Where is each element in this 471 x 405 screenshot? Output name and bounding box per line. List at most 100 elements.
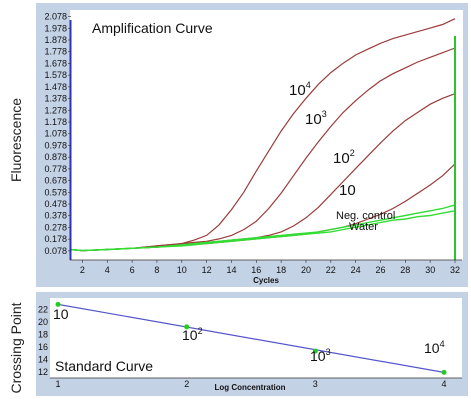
cycle-tick-label: 4 xyxy=(105,265,110,275)
fluorescence-tick-label: 1.978 xyxy=(44,23,67,33)
standard-point-label: 103 xyxy=(310,347,331,364)
standard-fit-line xyxy=(57,303,445,373)
cycle-tick-label: 24 xyxy=(351,265,361,275)
fluorescence-tick-label: 0.078 xyxy=(44,246,67,256)
annotation-base: Neg. control xyxy=(336,210,395,222)
crossing-point-axis-label: Crossing Point xyxy=(8,302,24,393)
cycle-tick-label: 30 xyxy=(425,265,435,275)
cycle-tick-label: 22 xyxy=(326,265,336,275)
annotation-base: 10 xyxy=(339,182,356,199)
cycle-tick-label: 32 xyxy=(450,265,460,275)
amplification-series-1 xyxy=(69,47,456,252)
label-base: 10 xyxy=(424,340,440,356)
fluorescence-tick-label: 0.778 xyxy=(44,164,67,174)
label-base: 10 xyxy=(182,327,198,343)
cycle-tick-label: 8 xyxy=(154,265,159,275)
annotation-base: 10 xyxy=(289,82,306,99)
crossing-point-tick-labels: 12 14 16 18 20 22 xyxy=(38,304,48,376)
annotation-base: 10 xyxy=(305,111,322,128)
fluorescence-tick-label: 1.378 xyxy=(44,94,67,104)
fluorescence-axis-label: Fluorescence xyxy=(8,98,24,182)
log-concentration-tick-label: 4 xyxy=(441,379,446,389)
fluorescence-tick-label: 1.578 xyxy=(44,70,67,80)
annotation-exponent: 3 xyxy=(322,109,327,119)
fluorescence-tick-label: 0.278 xyxy=(44,222,67,232)
crossing-point-tick-label: 20 xyxy=(38,317,48,327)
standard-points xyxy=(55,301,447,375)
fluorescence-tick-label: 0.578 xyxy=(44,187,67,197)
log-concentration-tick-label: 3 xyxy=(313,379,318,389)
standard-curve-title: Standard Curve xyxy=(55,358,153,374)
cycle-tick-label: 20 xyxy=(301,265,311,275)
amplification-plot-area xyxy=(70,10,463,260)
cycle-tick-label: 6 xyxy=(130,265,135,275)
cycle-tick-label: 18 xyxy=(276,265,286,275)
log-concentration-axis-label: Log Concentration xyxy=(214,383,285,392)
fluorescence-tick-label: 1.478 xyxy=(44,82,67,92)
crossing-point-tick-label: 12 xyxy=(38,367,48,377)
crossing-point-tick-label: 22 xyxy=(38,304,48,314)
standard-point xyxy=(184,324,190,330)
cycle-tick-label: 2 xyxy=(80,265,85,275)
cycle-tick-label: 28 xyxy=(400,265,410,275)
curve-annotation: 104 xyxy=(289,80,311,99)
cycles-axis-label: Cycles xyxy=(253,276,279,285)
fluorescence-tick-label: 1.678 xyxy=(44,58,67,68)
curve-annotation: Neg. control xyxy=(336,210,395,222)
standard-point-label: 10 xyxy=(53,306,69,322)
curve-annotation: 10 xyxy=(339,182,356,199)
label-base: 10 xyxy=(310,348,326,364)
curve-annotation: Water xyxy=(349,221,378,233)
amplification-chart-title: Amplification Curve xyxy=(92,20,213,36)
cycle-tick-label: 12 xyxy=(202,265,212,275)
standard-plot-area xyxy=(50,298,462,378)
fluorescence-tick-label: 1.878 xyxy=(44,35,67,45)
crossing-point-tick-label: 18 xyxy=(38,329,48,339)
cycle-tick-label: 14 xyxy=(226,265,236,275)
curve-annotation: 102 xyxy=(333,148,355,167)
amplification-curves xyxy=(69,18,456,252)
crossing-point-tick-label: 16 xyxy=(38,342,48,352)
amplification-series-5 xyxy=(69,210,456,252)
crossing-point-tick-label: 14 xyxy=(38,354,48,364)
fluorescence-tick-label: 0.978 xyxy=(44,140,67,150)
log-concentration-tick-label: 2 xyxy=(184,379,189,389)
standard-fit-line-segment xyxy=(57,303,445,373)
fluorescence-tick-label: 0.878 xyxy=(44,152,67,162)
standard-point xyxy=(441,369,447,375)
cycle-tick-label: 10 xyxy=(177,265,187,275)
annotation-exponent: 4 xyxy=(306,80,311,90)
standard-point xyxy=(55,301,61,307)
label-exponent: 3 xyxy=(326,347,331,357)
fluorescence-tick-label: 1.178 xyxy=(44,117,67,127)
standard-point-label: 104 xyxy=(424,339,445,356)
fluorescence-tick-label: 0.478 xyxy=(44,199,67,209)
fluorescence-tick-label: 0.378 xyxy=(44,211,67,221)
fluorescence-tick-label: 0.178 xyxy=(44,234,67,244)
label-exponent: 2 xyxy=(198,326,203,336)
annotation-exponent: 2 xyxy=(350,148,355,158)
fluorescence-tick-label: 2.078 xyxy=(44,12,67,22)
cycle-tick-label: 16 xyxy=(251,265,261,275)
standard-point-label: 102 xyxy=(182,326,203,343)
fluorescence-tick-label: 1.278 xyxy=(44,105,67,115)
fluorescence-tick-label: 1.778 xyxy=(44,47,67,57)
label-base: 10 xyxy=(53,306,69,322)
cycle-tick-labels: 2 4 6 8 10 12 14 16 18 20 22 24 26 28 30 32 xyxy=(70,259,462,275)
log-concentration-tick-label: 1 xyxy=(55,379,60,389)
annotation-base: Water xyxy=(349,221,378,233)
cycle-tick-label: 26 xyxy=(375,265,385,275)
curve-annotation: 103 xyxy=(305,109,327,128)
annotation-base: 10 xyxy=(333,150,350,167)
fluorescence-tick-label: 0.678 xyxy=(44,176,67,186)
standard-point xyxy=(312,348,318,354)
label-exponent: 4 xyxy=(440,339,445,349)
fluorescence-tick-label: 1.078 xyxy=(44,129,67,139)
